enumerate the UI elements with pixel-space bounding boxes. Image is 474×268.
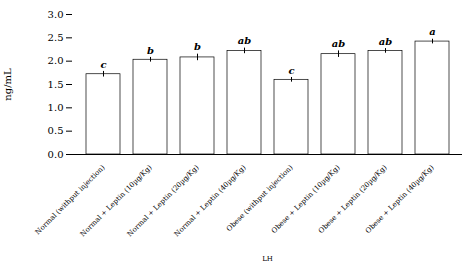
svg-text:ab: ab <box>238 35 251 46</box>
svg-text:1.5: 1.5 <box>48 79 64 90</box>
svg-text:Obese + Leptin (40µg/Kg): Obese + Leptin (40µg/Kg) <box>364 163 436 235</box>
svg-text:ab: ab <box>379 36 392 47</box>
svg-text:Normal + Leptin (10µg/Kg): Normal + Leptin (10µg/Kg) <box>78 163 154 239</box>
svg-text:Obese + Leptin (20µg/Kg): Obese + Leptin (20µg/Kg) <box>317 163 389 236</box>
svg-text:c: c <box>288 65 294 76</box>
svg-text:ab: ab <box>332 38 345 49</box>
svg-text:c: c <box>100 59 106 70</box>
svg-text:2.0: 2.0 <box>48 55 64 66</box>
svg-text:Obese (withput injection): Obese (withput injection) <box>225 163 295 234</box>
svg-text:0.0: 0.0 <box>48 149 64 160</box>
svg-text:Normal + Leptin (40µg/Kg): Normal + Leptin (40µg/Kg) <box>172 163 248 239</box>
svg-text:2.5: 2.5 <box>48 32 64 43</box>
svg-text:0.5: 0.5 <box>48 125 64 136</box>
svg-text:Obese + Leptin (10µg/Kg): Obese + Leptin (10µg/Kg) <box>270 163 342 236</box>
svg-text:3.0: 3.0 <box>48 9 64 20</box>
svg-text:Normal + Leptin (20µg/Kg): Normal + Leptin (20µg/Kg) <box>125 163 201 239</box>
svg-text:LH: LH <box>262 255 273 263</box>
svg-text:ng/mL: ng/mL <box>2 68 13 101</box>
svg-text:1.0: 1.0 <box>48 102 64 113</box>
svg-text:b: b <box>147 45 154 56</box>
svg-text:Normal (withput injection): Normal (withput injection) <box>33 163 107 237</box>
svg-text:b: b <box>194 41 201 52</box>
svg-text:a: a <box>429 26 435 37</box>
